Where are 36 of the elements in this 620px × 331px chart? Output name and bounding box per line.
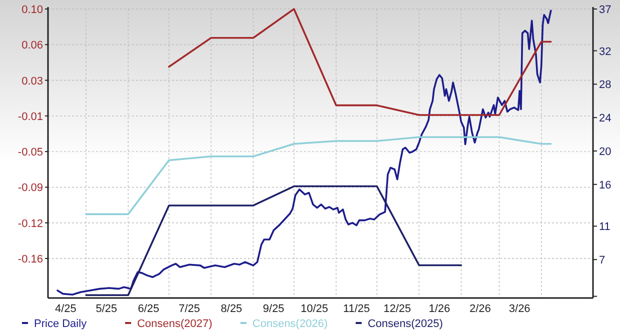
y-tick-label: -0.09 [18,182,43,194]
legend-label: Price Daily [34,318,88,330]
line-series [85,185,462,296]
y-tick-label: -0.16 [18,254,43,266]
x-tick-label: 12/25 [384,303,412,315]
y2-tick-label: 37 [599,4,612,16]
y-tick-label: -0.12 [18,218,43,230]
x-tick-label: 1/26 [428,303,450,315]
y-tick-label: -0.01 [18,110,43,123]
y2-tick-label: 11 [599,221,610,234]
line-series [56,10,552,296]
x-tick-label: 10/25 [300,303,328,315]
legend-label: Consens(2027) [137,318,212,330]
y-tick-label: -0.05 [18,146,43,159]
legend-label: Consens(2025) [368,318,443,330]
x-tick-label: 11/25 [343,303,370,315]
x-tick-label: 8/25 [220,303,242,315]
x-tick-label: 9/25 [262,303,284,315]
y2-tick-label: 24 [599,112,612,125]
x-tick-label: 3/26 [508,303,530,315]
x-tick-label: 6/25 [138,303,160,315]
y2-tick-label: 20 [599,146,612,158]
y2-tick-label: 7 [599,254,606,267]
y-tick-label: 0.10 [22,4,43,16]
y-tick-label: 0.06 [22,40,43,52]
x-tick-label: 5/25 [96,303,118,315]
x-tick-label: 4/25 [54,303,76,315]
y2-tick-label: 32 [599,46,612,58]
legend-label: Consens(2026) [252,318,328,330]
line-series [168,8,552,116]
y-tick-label: 0.03 [22,75,43,88]
y2-tick-label: 28 [599,79,612,92]
x-tick-label: 7/25 [178,303,200,315]
y2-tick-label: 16 [599,179,612,192]
line-series [85,136,552,216]
x-tick-label: 2/26 [469,303,491,315]
